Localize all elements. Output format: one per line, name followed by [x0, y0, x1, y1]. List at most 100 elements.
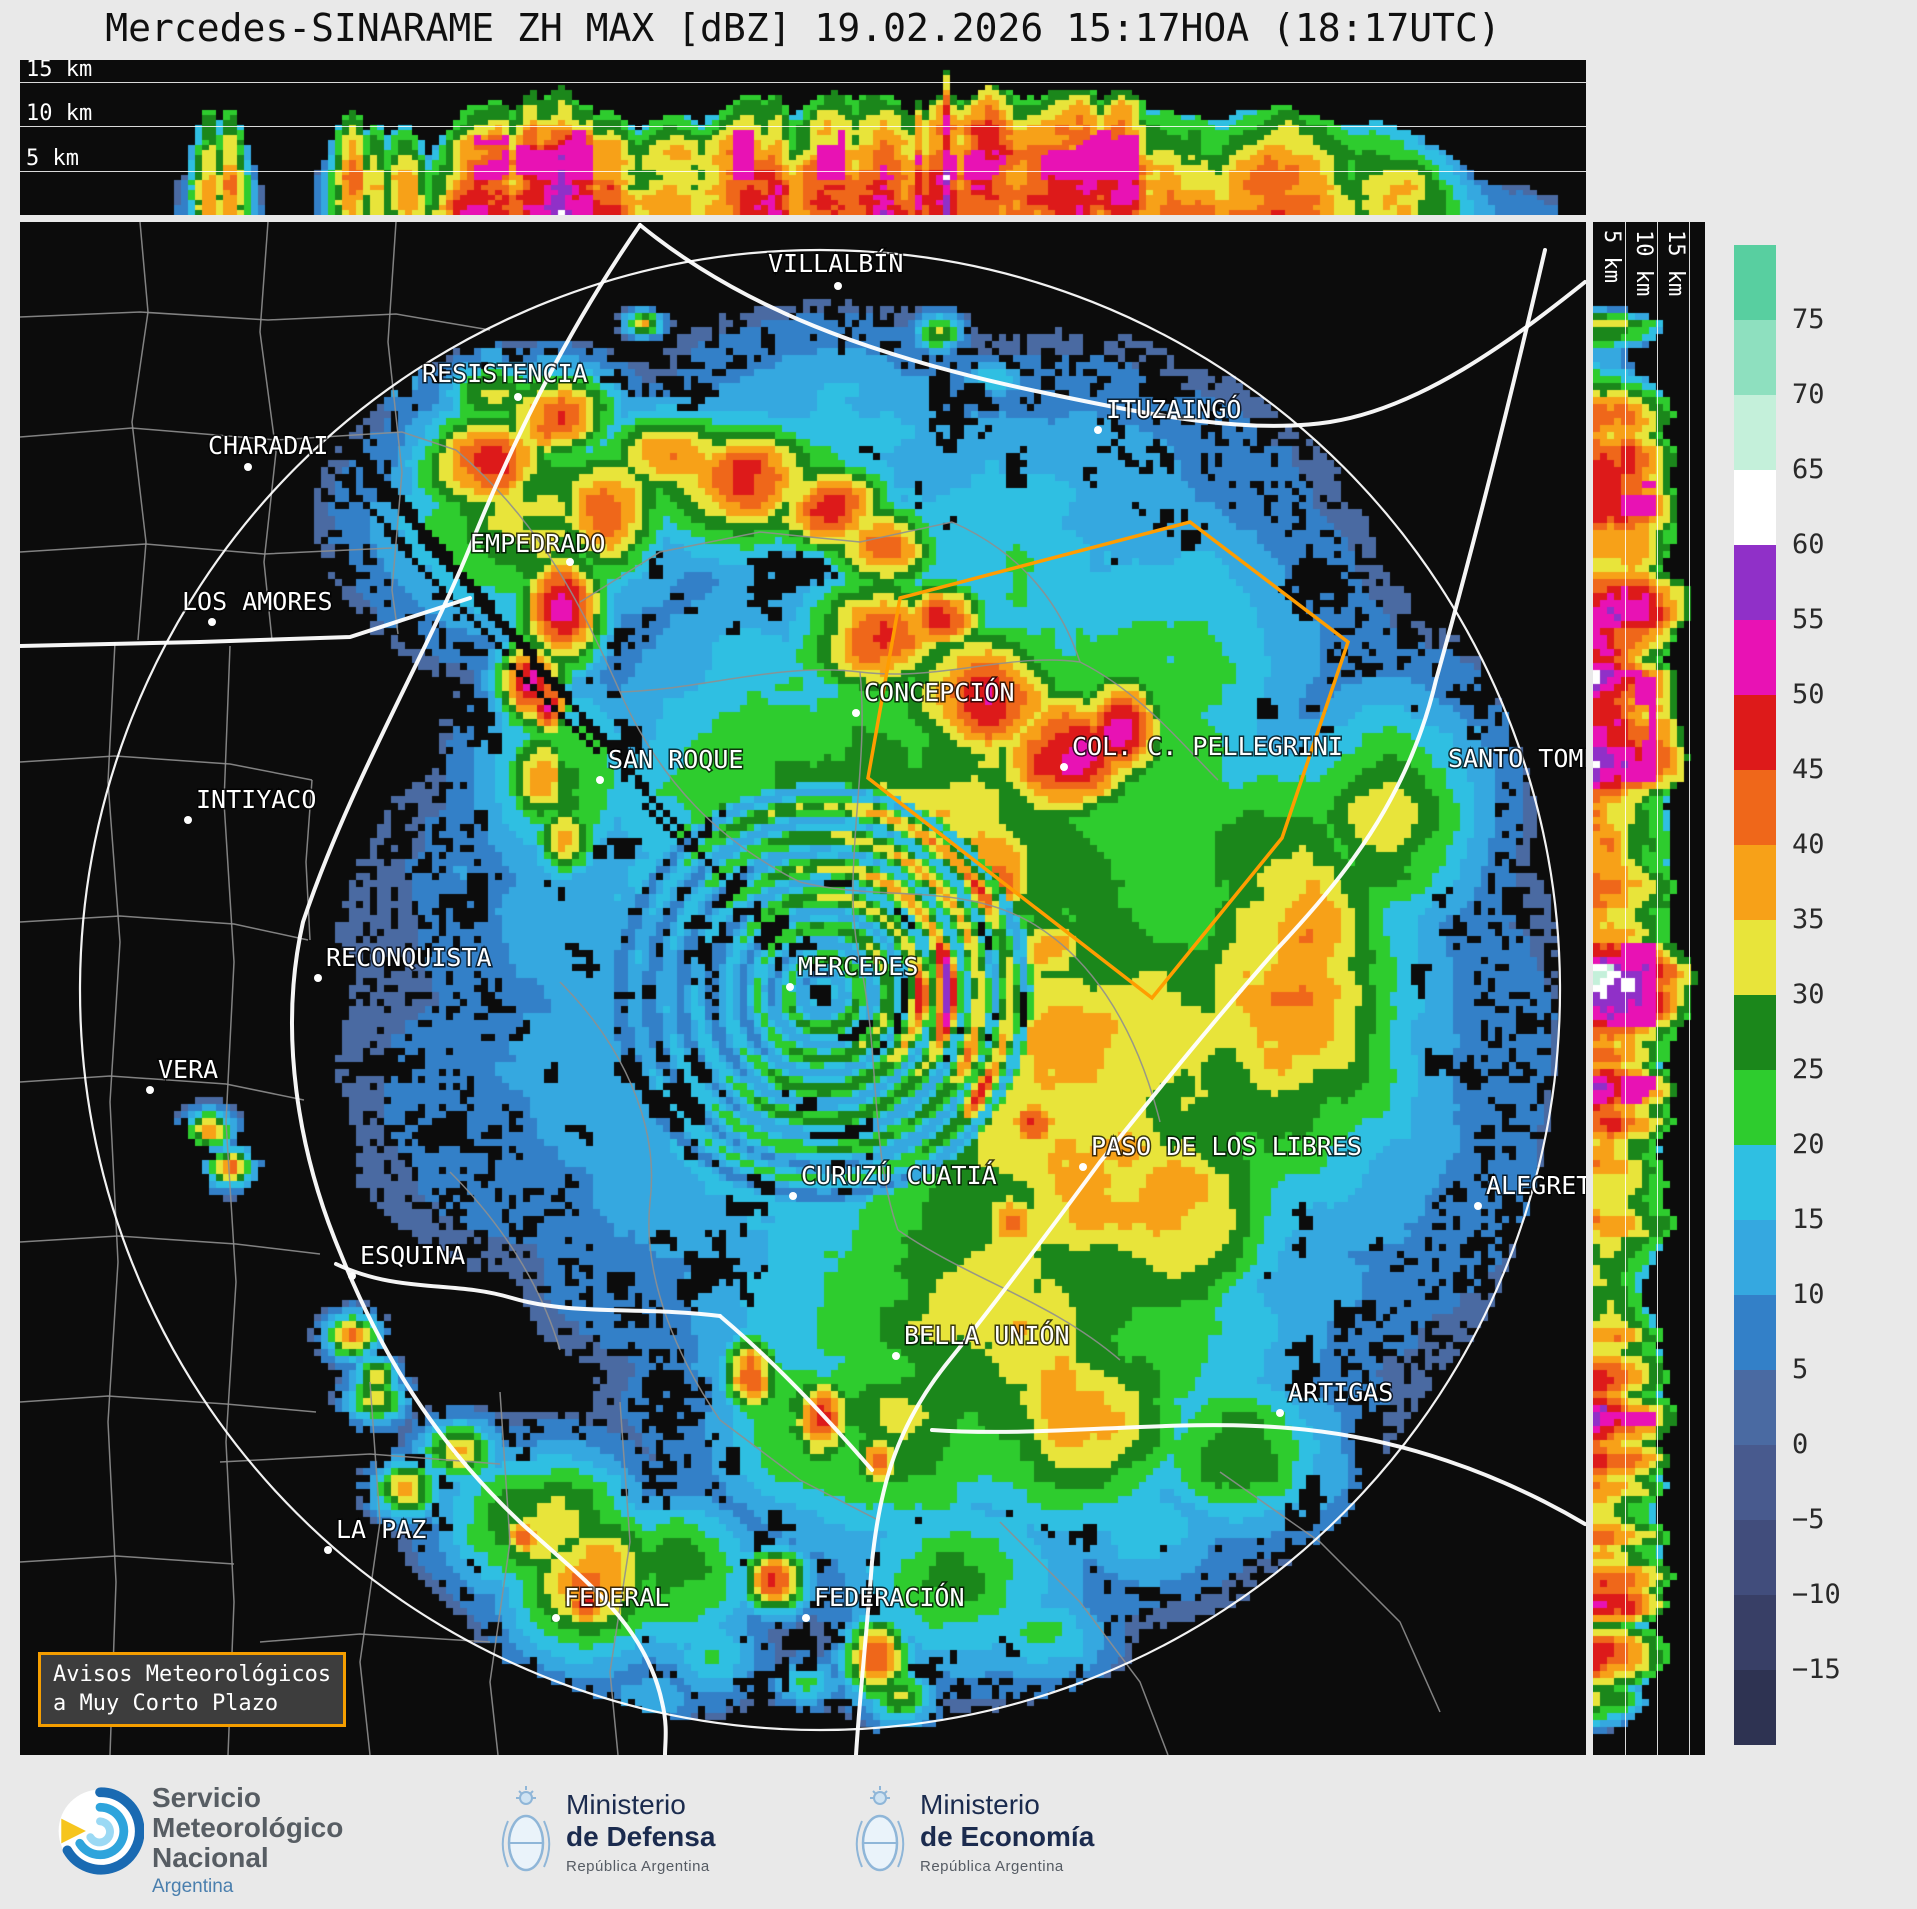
- river: [638, 223, 1586, 428]
- city-label: CURUZÚ CUATIÁ: [801, 1160, 997, 1190]
- product-title: Mercedes-SINARAME ZH MAX [dBZ] 19.02.202…: [105, 6, 1501, 50]
- colorbar-tick-label: 40: [1792, 829, 1825, 860]
- height-gridline: [20, 82, 1586, 84]
- colorbar-segment: [1734, 545, 1776, 620]
- department-border: [20, 311, 491, 331]
- department-border: [20, 1555, 235, 1565]
- city-dot: [1474, 1202, 1482, 1210]
- city-label: LA PAZ: [336, 1515, 426, 1544]
- department-border: [20, 1075, 305, 1101]
- warning-badge-line1: Avisos Meteorológicos: [53, 1662, 332, 1687]
- city-dot: [208, 618, 216, 626]
- city-label: FEDERACIÓN: [814, 1582, 965, 1612]
- colorbar-segment: [1734, 1445, 1776, 1520]
- department-border: [387, 222, 403, 635]
- smn-line2: Meteorológico: [152, 1812, 344, 1844]
- footer: Servicio Meteorológico Nacional Argentin…: [0, 1775, 1917, 1909]
- colorbar-segment: [1734, 1070, 1776, 1145]
- department-border: [131, 222, 149, 641]
- city-dot: [1060, 763, 1068, 771]
- department-border: [223, 645, 237, 1755]
- defensa-line2: de Defensa: [566, 1821, 716, 1853]
- colorbar-tick-label: 60: [1792, 529, 1825, 560]
- map-overlay: VILLALBÍN RESISTENCIA CHARADAI ITUZAINGÓ EMP…: [20, 222, 1586, 1755]
- colorbar-segment: [1734, 1370, 1776, 1445]
- river: [20, 596, 472, 648]
- city-label: INTIYACO: [196, 785, 316, 814]
- city-dot: [834, 282, 842, 290]
- city-dot: [802, 1614, 810, 1622]
- city-label: SANTO TOMÉ: [1448, 744, 1586, 773]
- defensa-line1: Ministerio: [566, 1789, 686, 1820]
- department-border: [259, 1633, 491, 1643]
- height-gridline: [20, 170, 1586, 172]
- height-gridline: [1689, 222, 1690, 1755]
- economia-line1: Ministerio: [920, 1789, 1040, 1820]
- top-cross-section-canvas: [20, 60, 1586, 215]
- height-axis-label: 10 km: [1631, 230, 1656, 297]
- city-dot: [892, 1352, 900, 1360]
- colorbar-tick-label: 45: [1792, 754, 1825, 785]
- department-border: [259, 222, 277, 641]
- colorbar-tick-label: 10: [1792, 1279, 1825, 1310]
- city-label: BELLA UNIÓN: [904, 1320, 1070, 1350]
- department-border: [20, 915, 309, 941]
- warning-badge: Avisos Meteorológicos a Muy Corto Plazo: [38, 1652, 347, 1728]
- range-ring: [78, 248, 1562, 1732]
- top-cross-section-panel: 15 km 10 km 5 km: [20, 60, 1586, 215]
- colorbar-tick-label: 50: [1792, 679, 1825, 710]
- economia-wordmark: Ministerio de Economía República Argenti…: [920, 1789, 1094, 1876]
- right-cross-section-canvas: [1593, 222, 1705, 1755]
- city-label: SAN ROQUE: [608, 745, 743, 774]
- department-border: [20, 755, 313, 781]
- department-border: [559, 981, 721, 1421]
- radar-echo-canvas: [20, 222, 1586, 1755]
- economia-coat-of-arms-icon: [855, 1786, 905, 1872]
- city-dot: [1094, 426, 1102, 434]
- colorbar-segment: [1734, 1595, 1776, 1670]
- city-dot: [852, 709, 860, 717]
- department-border: [951, 521, 1081, 663]
- department-border: [852, 671, 899, 1231]
- department-border: [449, 1171, 561, 1351]
- colorbar-tick-label: 20: [1792, 1129, 1825, 1160]
- colorbar-tick-label: 55: [1792, 604, 1825, 635]
- colorbar: 75 70 65 60 55 50 45 40 35 30 25 20 15 10 5 0 −5 −10 −15: [1734, 245, 1917, 1745]
- city-dot: [1079, 1163, 1087, 1171]
- city-label: EMPEDRADO: [470, 529, 605, 558]
- department-border: [20, 543, 393, 555]
- department-border: [219, 1453, 501, 1465]
- colorbar-segment: [1734, 1670, 1776, 1745]
- colorbar-segment: [1734, 395, 1776, 470]
- city-dot: [348, 1272, 356, 1280]
- colorbar-tick-label: 30: [1792, 979, 1825, 1010]
- department-border: [999, 1521, 1169, 1755]
- city-dot: [552, 1614, 560, 1622]
- colorbar-tick-label: 0: [1792, 1429, 1809, 1460]
- colorbar-segment: [1734, 1295, 1776, 1370]
- defensa-coat-of-arms-icon: [501, 1786, 551, 1872]
- river: [930, 1423, 1586, 1526]
- city-label: COL. C. PELLEGRINI: [1072, 732, 1343, 761]
- department-border: [799, 881, 1161, 1123]
- colorbar-segment: [1734, 1145, 1776, 1220]
- smn-line1: Servicio: [152, 1782, 261, 1813]
- city-label: ITUZAINGÓ: [1106, 394, 1241, 424]
- city-label: VILLALBÍN: [768, 249, 903, 278]
- department-border: [579, 521, 953, 603]
- defensa-wordmark: Ministerio de Defensa República Argentin…: [566, 1789, 715, 1876]
- department-border: [489, 1391, 511, 1755]
- colorbar-tick-label: 75: [1792, 304, 1825, 335]
- department-border: [455, 449, 801, 883]
- city-label: MERCEDES: [798, 952, 918, 981]
- height-axis-label: 10 km: [26, 101, 93, 127]
- height-gridline: [20, 126, 1586, 128]
- city-label: CHARADAI: [208, 431, 328, 460]
- city-dot: [184, 816, 192, 824]
- defensa-line3: República Argentina: [566, 1858, 710, 1876]
- colorbar-segment: [1734, 320, 1776, 395]
- department-border: [719, 1419, 879, 1521]
- city-dot: [314, 974, 322, 982]
